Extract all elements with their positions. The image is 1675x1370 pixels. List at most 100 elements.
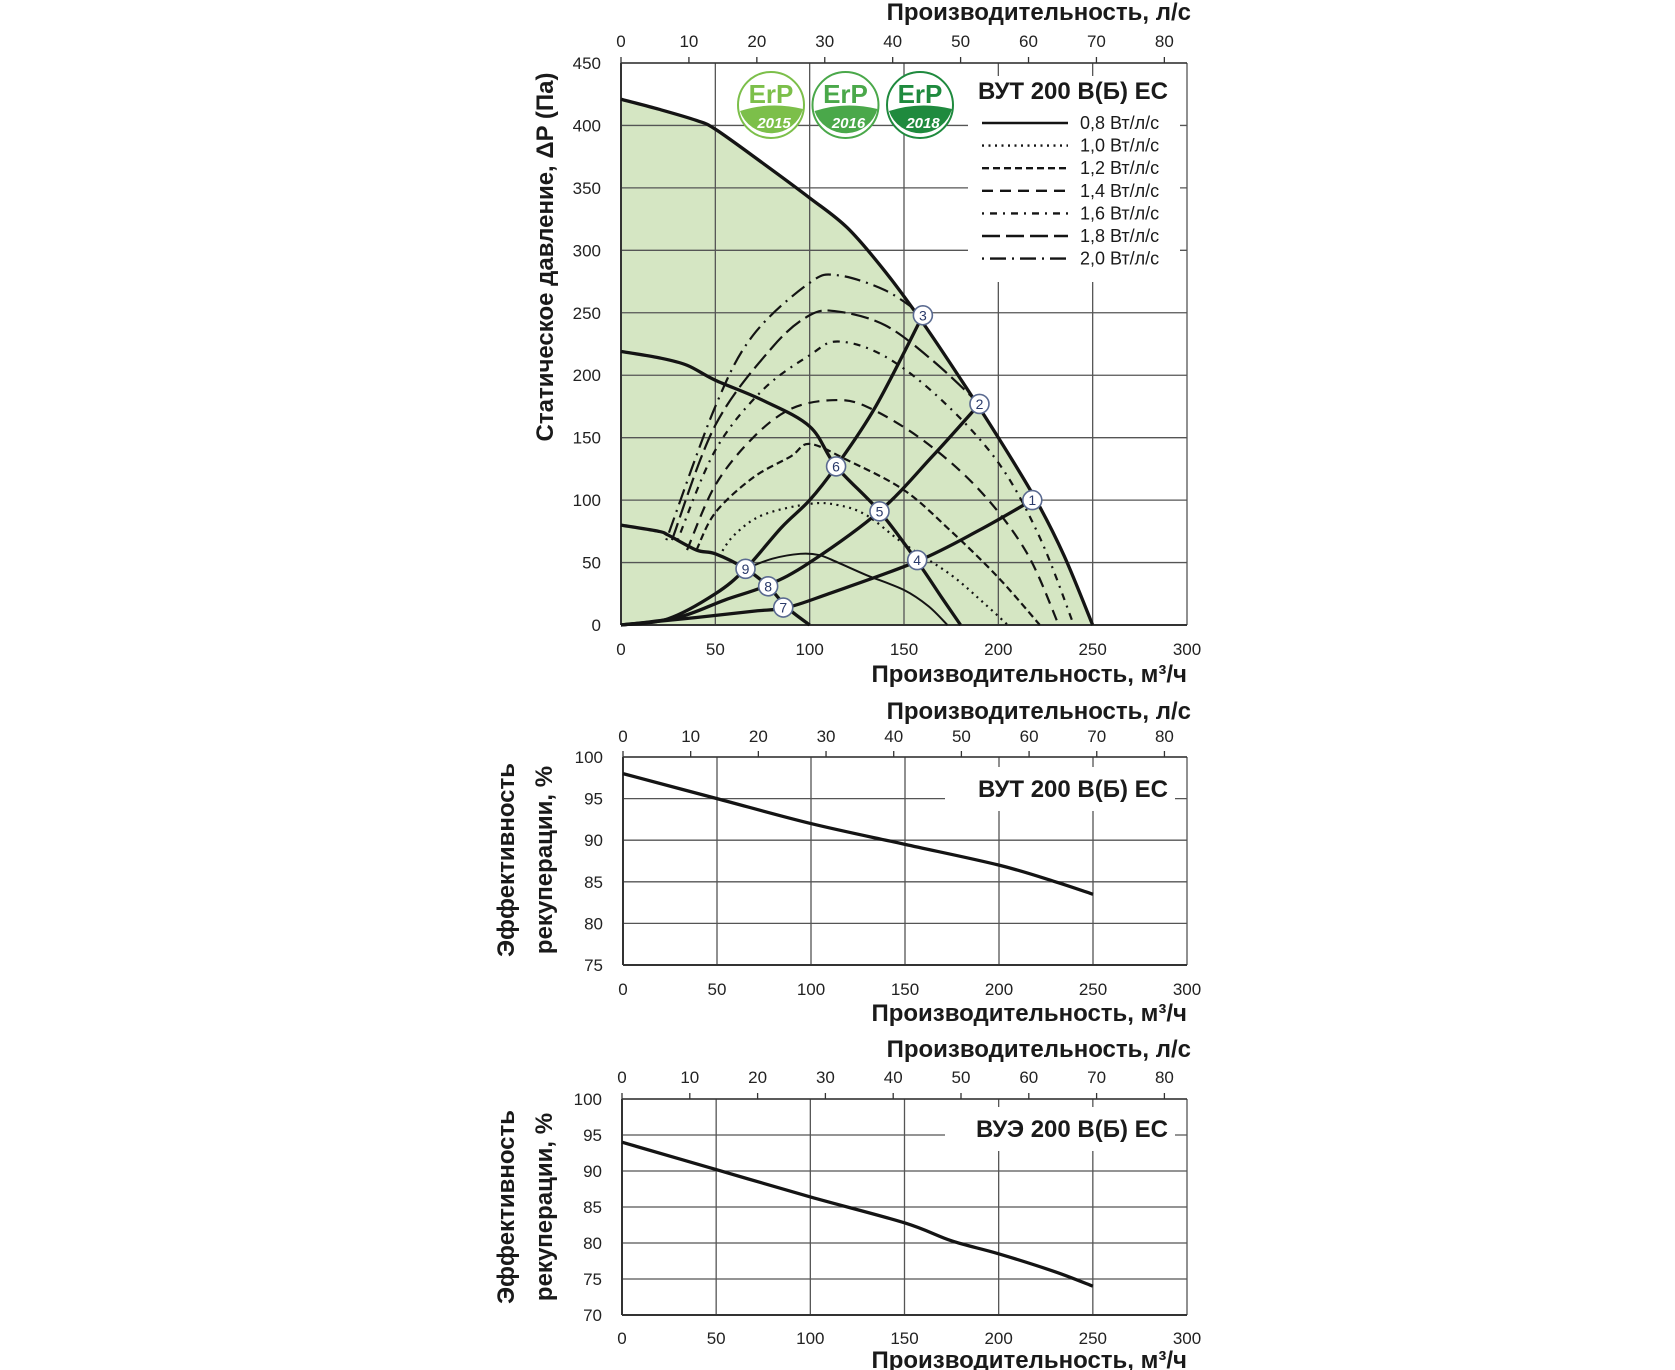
series-line-efficiency	[621, 1140, 1094, 1288]
x-top-tick-label: 10	[680, 1068, 699, 1087]
x-top-tick-label: 40	[884, 727, 903, 746]
marker-label: 1	[1028, 492, 1036, 508]
y-tick-label: 350	[573, 179, 601, 198]
series-line-system-2	[620, 402, 981, 627]
x-tick-label: 150	[891, 980, 919, 999]
y-axis-title: Статическое давление, ΔP (Па)	[532, 73, 559, 442]
x-top-tick-label: 0	[618, 727, 627, 746]
title-background	[945, 1107, 1175, 1151]
operating-point-marker: 8	[757, 575, 779, 597]
x-top-tick-label: 80	[1155, 1068, 1174, 1087]
operating-point-marker: 7	[772, 597, 794, 618]
x-top-tick-label: 30	[817, 727, 836, 746]
series-line-low-speed-2	[745, 552, 949, 626]
x-tick-label: 150	[890, 640, 918, 659]
x-top-axis-title: Производительность, л/с	[887, 698, 1191, 725]
x-top-tick-label: 10	[681, 727, 700, 746]
x-tick-label: 100	[797, 980, 825, 999]
x-top-tick-label: 40	[883, 32, 902, 51]
legend-label: 2,0 Вт/л/с	[1080, 249, 1159, 269]
chart-3: 0 50 100 150 200 250 300 0 10 20 30 40 50 60 70 80 70 75 8…	[493, 1036, 1201, 1370]
y-tick-label: 95	[584, 790, 603, 809]
x-top-tick-label: 60	[1019, 1068, 1038, 1087]
operating-area-fill	[621, 99, 1093, 626]
y-tick-label: 80	[584, 914, 603, 933]
operating-point-marker: 2	[969, 393, 990, 415]
y-tick-label: 450	[573, 54, 601, 73]
series-line-2-0-	[665, 273, 924, 541]
series-line-system-3	[620, 314, 925, 627]
legend-label: 1,2 Вт/л/с	[1080, 158, 1159, 178]
y-tick-label: 200	[573, 366, 601, 385]
y-tick-label: 90	[583, 1162, 602, 1181]
chart-title: ВУТ 200 В(Б) ЕС	[978, 78, 1168, 105]
marker-label: 9	[742, 561, 750, 577]
x-tick-label: 0	[617, 1329, 626, 1348]
marker-label: 6	[832, 458, 840, 474]
erp-badge-2016: ErP 2016	[811, 71, 880, 139]
operating-point-marker: 3	[912, 304, 934, 326]
y-tick-label: 150	[573, 429, 601, 448]
x-top-tick-label: 50	[951, 32, 970, 51]
operating-point-marker: 4	[906, 549, 928, 571]
x-top-tick-label: 50	[952, 1068, 971, 1087]
marker-label: 2	[976, 396, 984, 412]
x-top-tick-label: 60	[1020, 727, 1039, 746]
erp-badge-2015: ErP 2015	[737, 71, 805, 139]
y-tick-label: 85	[583, 1198, 602, 1217]
legend-label: 0,8 Вт/л/с	[1080, 113, 1159, 133]
x-tick-label: 200	[985, 980, 1013, 999]
x-top-tick-label: 0	[617, 1068, 626, 1087]
x-tick-label: 250	[1078, 640, 1106, 659]
erp-badge-year: 2016	[831, 115, 866, 132]
legend-label: 1,0 Вт/л/с	[1080, 136, 1159, 156]
title-background	[945, 767, 1175, 811]
x-axis-title: Производительность, м³/ч	[871, 1347, 1187, 1370]
x-top-tick-label: 50	[952, 727, 971, 746]
y-tick-label: 100	[574, 1090, 602, 1109]
x-tick-label: 50	[707, 1329, 726, 1348]
y-tick-label: 95	[583, 1126, 602, 1145]
x-top-tick-label: 0	[616, 32, 625, 51]
x-top-tick-label: 20	[747, 32, 766, 51]
chart-2: 0 50 100 150 200 250 300 0 10 20 30 40 50 60 70 80 75 80 8…	[493, 698, 1201, 1027]
x-top-tick-label: 70	[1087, 727, 1106, 746]
x-axis-title: Производительность, м³/ч	[871, 661, 1187, 688]
x-top-tick-label: 80	[1155, 727, 1174, 746]
series-line-1-8-	[670, 309, 981, 541]
operating-point-marker: 9	[735, 558, 756, 580]
operating-point-marker: 1	[1021, 489, 1043, 511]
x-tick-label: 0	[618, 980, 627, 999]
legend-label: 1,6 Вт/л/с	[1080, 203, 1159, 223]
y-axis-title: Эффективность	[493, 763, 520, 957]
x-tick-label: 200	[984, 640, 1012, 659]
x-tick-label: 100	[796, 1329, 824, 1348]
operating-point-marker: 5	[869, 501, 890, 522]
x-tick-label: 100	[795, 640, 823, 659]
erp-badge-text: ErP	[823, 79, 868, 109]
x-top-tick-label: 20	[749, 727, 768, 746]
series-line-system-1	[620, 498, 1034, 627]
series-line-1-2-	[695, 442, 1041, 626]
legend-label: 1,4 Вт/л/с	[1080, 181, 1159, 201]
y-axis-title: рекуперации, %	[531, 766, 558, 954]
x-tick-label: 250	[1079, 980, 1107, 999]
x-tick-label: 0	[616, 640, 625, 659]
series-line-1-4-	[686, 398, 1060, 626]
x-top-tick-label: 80	[1155, 32, 1174, 51]
legend-background	[968, 76, 1180, 282]
operating-point-marker: 6	[825, 456, 847, 477]
marker-label: 5	[876, 503, 884, 519]
y-tick-label: 70	[583, 1306, 602, 1325]
x-axis-title: Производительность, м³/ч	[871, 1000, 1187, 1027]
x-tick-label: 250	[1079, 1329, 1107, 1348]
marker-label: 7	[779, 600, 787, 616]
x-top-tick-label: 10	[679, 32, 698, 51]
y-axis-title: рекуперации, %	[531, 1113, 558, 1301]
x-top-tick-label: 70	[1087, 1068, 1106, 1087]
chart-title: ВУТ 200 В(Б) ЕС	[978, 776, 1168, 803]
x-top-tick-label: 30	[816, 1068, 835, 1087]
y-tick-label: 75	[584, 956, 603, 975]
